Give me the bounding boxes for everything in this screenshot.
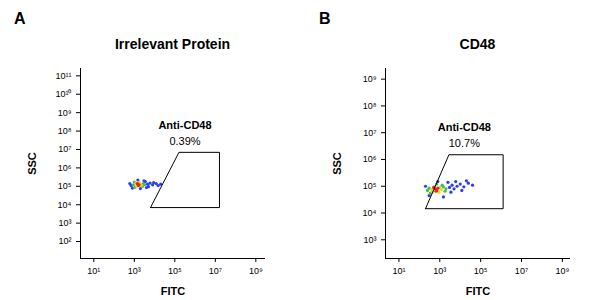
svg-text:10⁹: 10⁹ xyxy=(249,266,263,276)
svg-text:10³: 10³ xyxy=(58,218,71,228)
svg-text:10⁶: 10⁶ xyxy=(363,154,377,164)
svg-text:10⁸: 10⁸ xyxy=(363,101,377,111)
svg-text:SSC: SSC xyxy=(26,152,38,175)
html-text:Irrelevant Protein: Irrelevant Protein xyxy=(114,36,231,52)
svg-text:10⁵: 10⁵ xyxy=(58,181,72,191)
svg-text:10⁴: 10⁴ xyxy=(363,208,377,218)
svg-text:10⁶: 10⁶ xyxy=(58,163,72,173)
svg-text:0.39%0.39: 0.39%0.39 xyxy=(169,135,200,147)
svg-text:10.7%10.7: 10.7%10.7 xyxy=(449,137,480,149)
svg-text:Anti-CD480.39: Anti-CD480.39 xyxy=(158,119,211,131)
svg-text:10²: 10² xyxy=(58,236,71,246)
svg-text:10³: 10³ xyxy=(363,235,376,245)
svg-text:10⁸: 10⁸ xyxy=(58,126,72,136)
svg-text:10¹¹: 10¹¹ xyxy=(55,71,71,81)
svg-text:FITC: FITC xyxy=(161,285,185,297)
svg-text:10¹⁰: 10¹⁰ xyxy=(55,89,71,99)
svg-text:10¹: 10¹ xyxy=(87,266,100,276)
svg-text:10⁹: 10⁹ xyxy=(363,74,377,84)
svg-text:10⁷: 10⁷ xyxy=(209,266,222,276)
svg-text:10⁹: 10⁹ xyxy=(555,266,569,276)
svg-text:10⁵: 10⁵ xyxy=(168,266,182,276)
svg-text:10⁴: 10⁴ xyxy=(58,200,72,210)
svg-text:10³: 10³ xyxy=(128,266,141,276)
svg-text:SSC: SSC xyxy=(331,152,343,175)
html-text:B: B xyxy=(319,10,331,27)
svg-text:10¹: 10¹ xyxy=(392,266,405,276)
svg-text:10⁷: 10⁷ xyxy=(363,128,376,138)
svg-text:10⁹: 10⁹ xyxy=(58,108,72,118)
svg-text:FITC: FITC xyxy=(466,285,490,297)
svg-text:10⁷: 10⁷ xyxy=(58,144,71,154)
html-text:A: A xyxy=(14,10,26,27)
svg-text:10⁷: 10⁷ xyxy=(515,266,528,276)
svg-text:10⁵: 10⁵ xyxy=(363,181,377,191)
svg-text:10³: 10³ xyxy=(433,266,446,276)
svg-text:10⁵: 10⁵ xyxy=(474,266,488,276)
svg-text:Anti-CD4810.7: Anti-CD4810.7 xyxy=(438,121,491,133)
html-text:CD48: CD48 xyxy=(459,36,496,52)
